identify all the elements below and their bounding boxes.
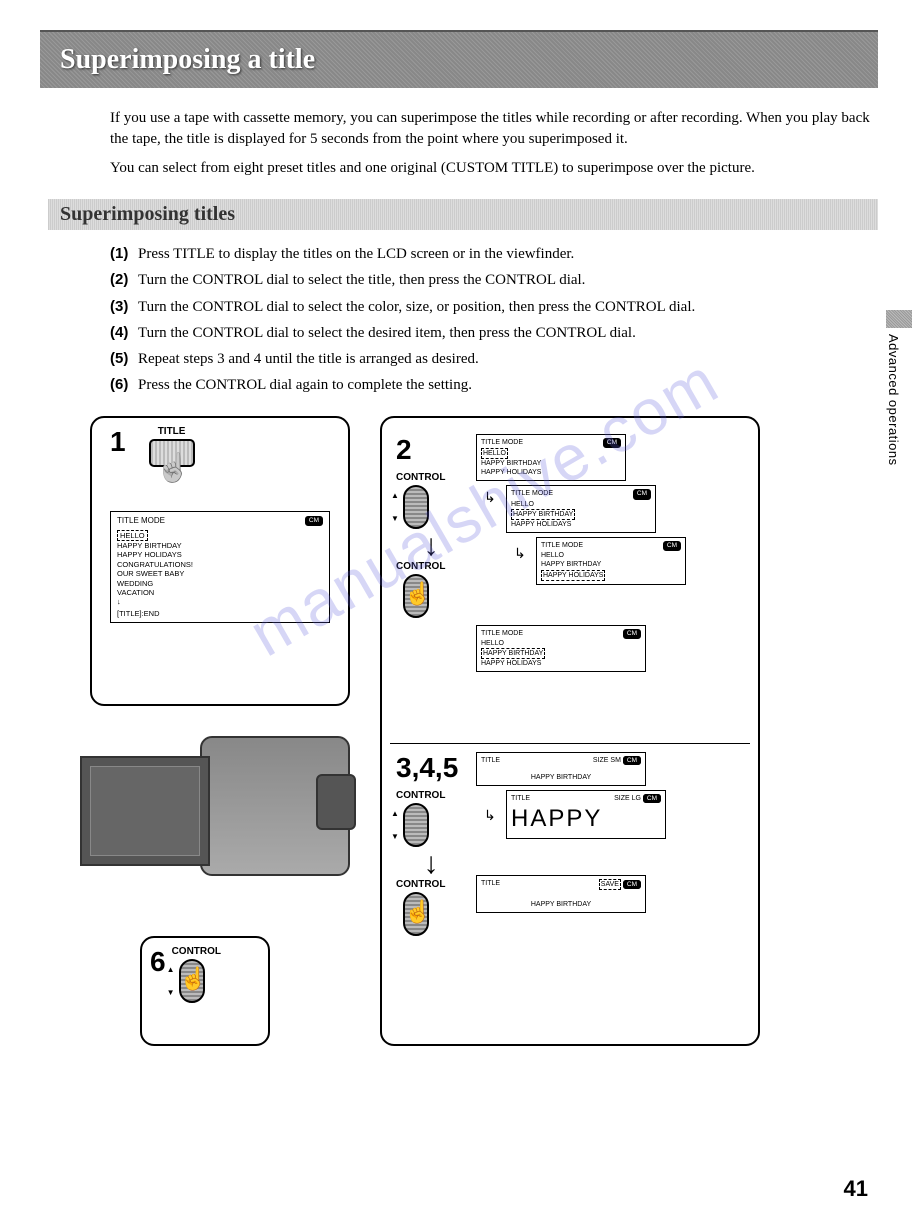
mini-lcd-345-b: TITLESIZE LG CM HAPPY (506, 790, 666, 839)
hand-press-icon: ☝ (404, 581, 431, 607)
step-3: (3)Turn the CONTROL dial to select the c… (110, 297, 878, 317)
step-1: (1)Press TITLE to display the titles on … (110, 244, 878, 264)
panel-1-lcd: TITLE MODECM HELLO HAPPY BIRTHDAY HAPPY … (110, 511, 330, 624)
control-dial-2a: CONTROL (396, 472, 436, 529)
arrow-connector-icon: ↳ (514, 546, 526, 563)
hand-press-icon: ☝ (404, 899, 431, 925)
diagram-area: 1 TITLE TITLE MODECM HELLO HAPPY BIRTHDA… (90, 416, 790, 1056)
hand-press-icon: ☝ (180, 966, 207, 992)
section-heading: Superimposing titles (48, 199, 878, 230)
dial-icon (403, 803, 429, 847)
step-5: (5)Repeat steps 3 and 4 until the title … (110, 349, 878, 369)
down-arrow-icon: ↓ (396, 531, 466, 561)
side-tab-marker-icon (886, 310, 912, 328)
mini-lcd-2-2: TITLE MODECM HELLO HAPPY BIRTHDAY HAPPY … (506, 485, 656, 533)
steps-list: (1)Press TITLE to display the titles on … (110, 244, 878, 396)
step-6: (6)Press the CONTROL dial again to compl… (110, 375, 878, 395)
panel-6: 6 CONTROL ☝ (140, 936, 270, 1046)
panel-2-num: 2 (396, 434, 466, 466)
camcorder-illustration (80, 716, 360, 916)
control-dial-345a: CONTROL (396, 790, 436, 847)
page-number: 41 (844, 1176, 868, 1202)
down-arrow-icon: ↓ (396, 849, 466, 879)
mini-lcd-345-c: TITLESAVE CM HAPPY BIRTHDAY (476, 875, 646, 913)
side-tab-text: Advanced operations (886, 334, 901, 466)
side-tab: Advanced operations (886, 310, 912, 466)
dial-icon (403, 485, 429, 529)
camera-body-icon (200, 736, 350, 876)
mini-lcd-345-a: TITLESIZE SM CM HAPPY BIRTHDAY (476, 752, 646, 787)
intro-p2: You can select from eight preset titles … (110, 158, 878, 179)
control-dial-6: CONTROL ☝ (172, 946, 212, 1005)
control-dial-2b: CONTROL ☝ (396, 561, 436, 618)
arrow-connector-icon: ↳ (484, 490, 496, 507)
hand-press-icon (160, 455, 190, 485)
panel-2-section: 2 CONTROL ↓ CONTROL ☝ (390, 426, 750, 744)
arrow-connector-icon: ↳ (484, 808, 496, 825)
panel-6-num: 6 (150, 946, 166, 978)
panel-1: 1 TITLE TITLE MODECM HELLO HAPPY BIRTHDA… (90, 416, 350, 706)
step-2: (2)Turn the CONTROL dial to select the t… (110, 270, 878, 290)
panel-right: 2 CONTROL ↓ CONTROL ☝ (380, 416, 760, 1046)
page-title: Superimposing a title (60, 44, 878, 76)
step-4: (4)Turn the CONTROL dial to select the d… (110, 323, 878, 343)
panel-1-num: 1 (110, 426, 126, 458)
mini-lcd-2-1: TITLE MODECM HELLO HAPPY BIRTHDAY HAPPY … (476, 434, 626, 482)
mini-lcd-2-3: TITLE MODECM HELLO HAPPY BIRTHDAY HAPPY … (536, 537, 686, 585)
camera-lcd-icon (80, 756, 210, 866)
intro-p1: If you use a tape with cassette memory, … (110, 108, 878, 150)
panel-345-section: 3,4,5 CONTROL ↓ CONTROL ☝ (390, 744, 750, 946)
title-button-label: TITLE (142, 426, 202, 437)
control-dial-345b: CONTROL ☝ (396, 879, 436, 936)
page-title-banner: Superimposing a title (40, 32, 878, 88)
mini-lcd-2-final: TITLE MODECM HELLO HAPPY BIRTHDAY HAPPY … (476, 625, 646, 673)
camera-lens-icon (316, 774, 356, 830)
section-heading-text: Superimposing titles (60, 203, 878, 226)
title-button-icon (149, 439, 195, 467)
panel-345-num: 3,4,5 (396, 752, 466, 784)
intro-block: If you use a tape with cassette memory, … (110, 108, 878, 179)
